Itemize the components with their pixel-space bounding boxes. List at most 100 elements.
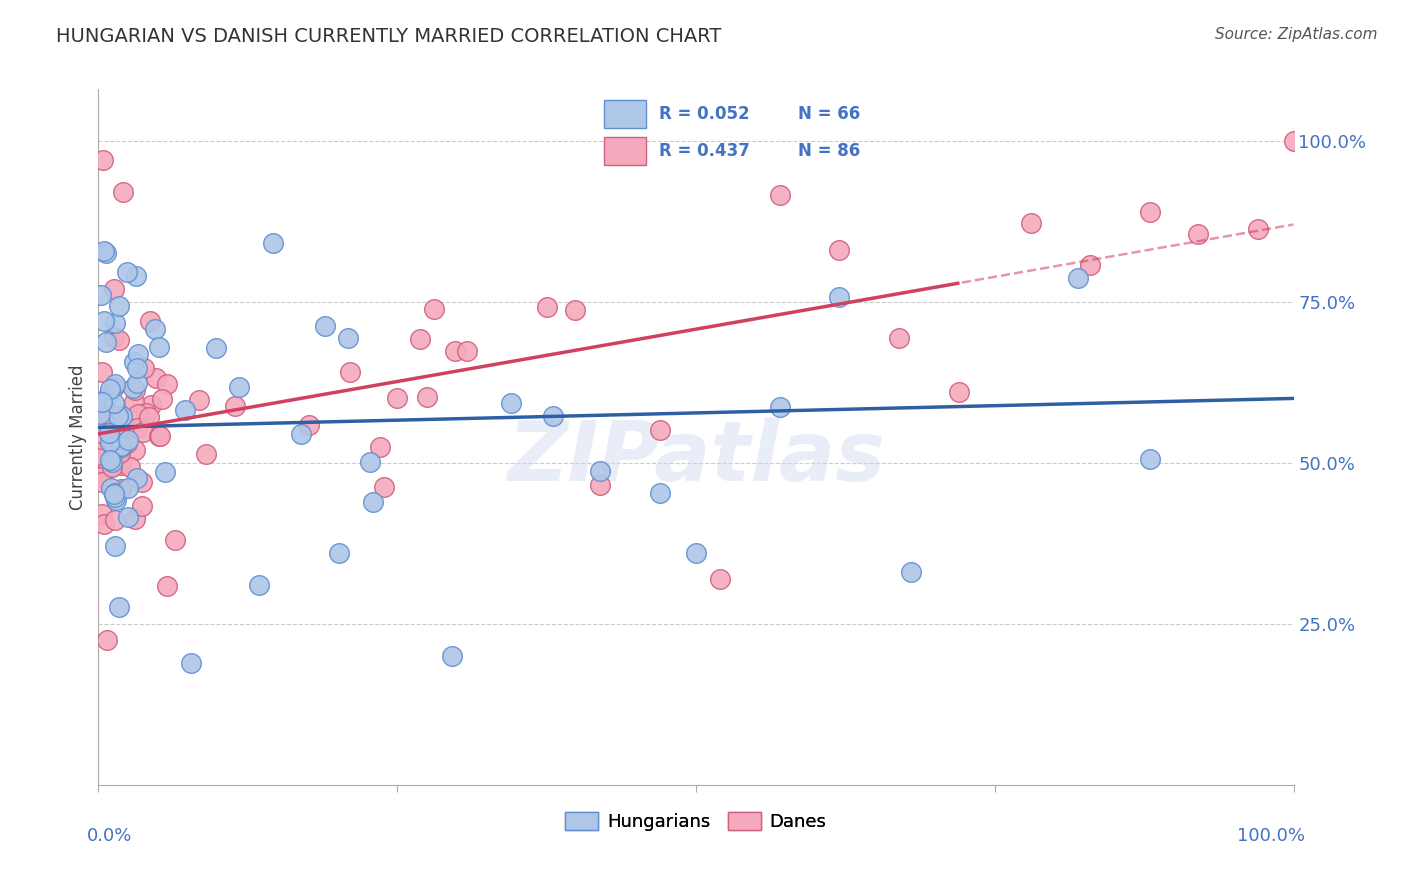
Point <box>337 330 360 344</box>
Point <box>91 153 114 167</box>
Point <box>156 377 179 392</box>
Point <box>132 425 155 440</box>
Point <box>101 455 124 469</box>
Point <box>141 398 163 412</box>
Point <box>110 436 132 450</box>
Point <box>1139 204 1161 219</box>
Point <box>409 332 432 346</box>
Point <box>104 540 127 554</box>
Point <box>536 300 558 314</box>
Point <box>132 361 155 376</box>
Point <box>110 441 132 455</box>
Point <box>101 440 124 454</box>
Point <box>122 355 145 369</box>
Point <box>444 343 467 358</box>
Point <box>89 407 111 421</box>
Point <box>290 426 312 441</box>
Point <box>135 406 157 420</box>
Point <box>104 490 127 504</box>
Point <box>93 517 115 532</box>
Point <box>91 434 114 449</box>
Point <box>118 459 141 474</box>
Point <box>90 365 112 379</box>
Y-axis label: Currently Married: Currently Married <box>69 364 87 510</box>
Point <box>1019 216 1042 230</box>
Point <box>107 299 129 313</box>
Point <box>124 511 146 525</box>
Point <box>91 394 114 409</box>
Point <box>145 371 167 385</box>
Point <box>1139 452 1161 467</box>
Point <box>98 435 121 450</box>
Point <box>339 365 361 379</box>
Point <box>94 246 117 260</box>
Point <box>115 265 138 279</box>
Point <box>101 460 124 475</box>
Point <box>359 455 381 469</box>
Point <box>173 403 195 417</box>
Point <box>125 361 148 376</box>
Point <box>180 656 202 670</box>
Text: HUNGARIAN VS DANISH CURRENTLY MARRIED CORRELATION CHART: HUNGARIAN VS DANISH CURRENTLY MARRIED CO… <box>56 27 721 45</box>
Point <box>122 395 145 409</box>
Text: 100.0%: 100.0% <box>1237 827 1306 845</box>
Point <box>93 314 115 328</box>
Point <box>124 383 146 397</box>
Point <box>143 321 166 335</box>
Point <box>101 415 124 429</box>
Point <box>589 477 612 491</box>
Point <box>97 442 120 457</box>
Point <box>96 633 118 648</box>
Point <box>262 236 284 251</box>
Point <box>373 480 395 494</box>
Point <box>685 546 707 560</box>
Point <box>104 486 127 500</box>
Point <box>103 380 125 394</box>
Point <box>156 580 179 594</box>
Point <box>96 335 118 350</box>
Point <box>108 334 131 348</box>
Point <box>228 380 250 394</box>
Point <box>648 423 672 437</box>
Point <box>298 417 321 432</box>
Point <box>149 429 172 443</box>
Point <box>131 499 153 513</box>
Text: Source: ZipAtlas.com: Source: ZipAtlas.com <box>1215 27 1378 42</box>
Point <box>900 566 922 580</box>
Point <box>103 330 125 344</box>
Point <box>90 287 112 301</box>
Point <box>89 415 111 429</box>
Point <box>441 649 464 664</box>
Point <box>90 469 112 483</box>
Point <box>104 512 127 526</box>
Point <box>104 316 127 330</box>
Point <box>100 481 122 495</box>
Point <box>110 440 132 454</box>
Point <box>117 481 139 495</box>
Point <box>97 425 120 440</box>
Point <box>416 390 439 404</box>
Point <box>90 450 112 464</box>
Point <box>564 302 586 317</box>
Point <box>1187 227 1209 241</box>
Point <box>127 470 149 484</box>
Point <box>195 447 218 461</box>
Point <box>648 485 672 500</box>
Point <box>103 282 125 296</box>
Text: 0.0%: 0.0% <box>87 827 132 845</box>
Point <box>768 400 790 414</box>
Point <box>456 343 478 358</box>
Point <box>131 475 153 489</box>
Point <box>90 432 112 446</box>
Point <box>90 451 112 466</box>
Point <box>328 546 350 560</box>
Point <box>103 487 125 501</box>
Point <box>111 186 134 200</box>
Point <box>314 319 336 334</box>
Point <box>1282 134 1305 148</box>
Point <box>90 426 112 441</box>
Point <box>127 407 149 421</box>
Point <box>115 435 138 450</box>
Point <box>108 446 131 460</box>
Point <box>501 396 523 410</box>
